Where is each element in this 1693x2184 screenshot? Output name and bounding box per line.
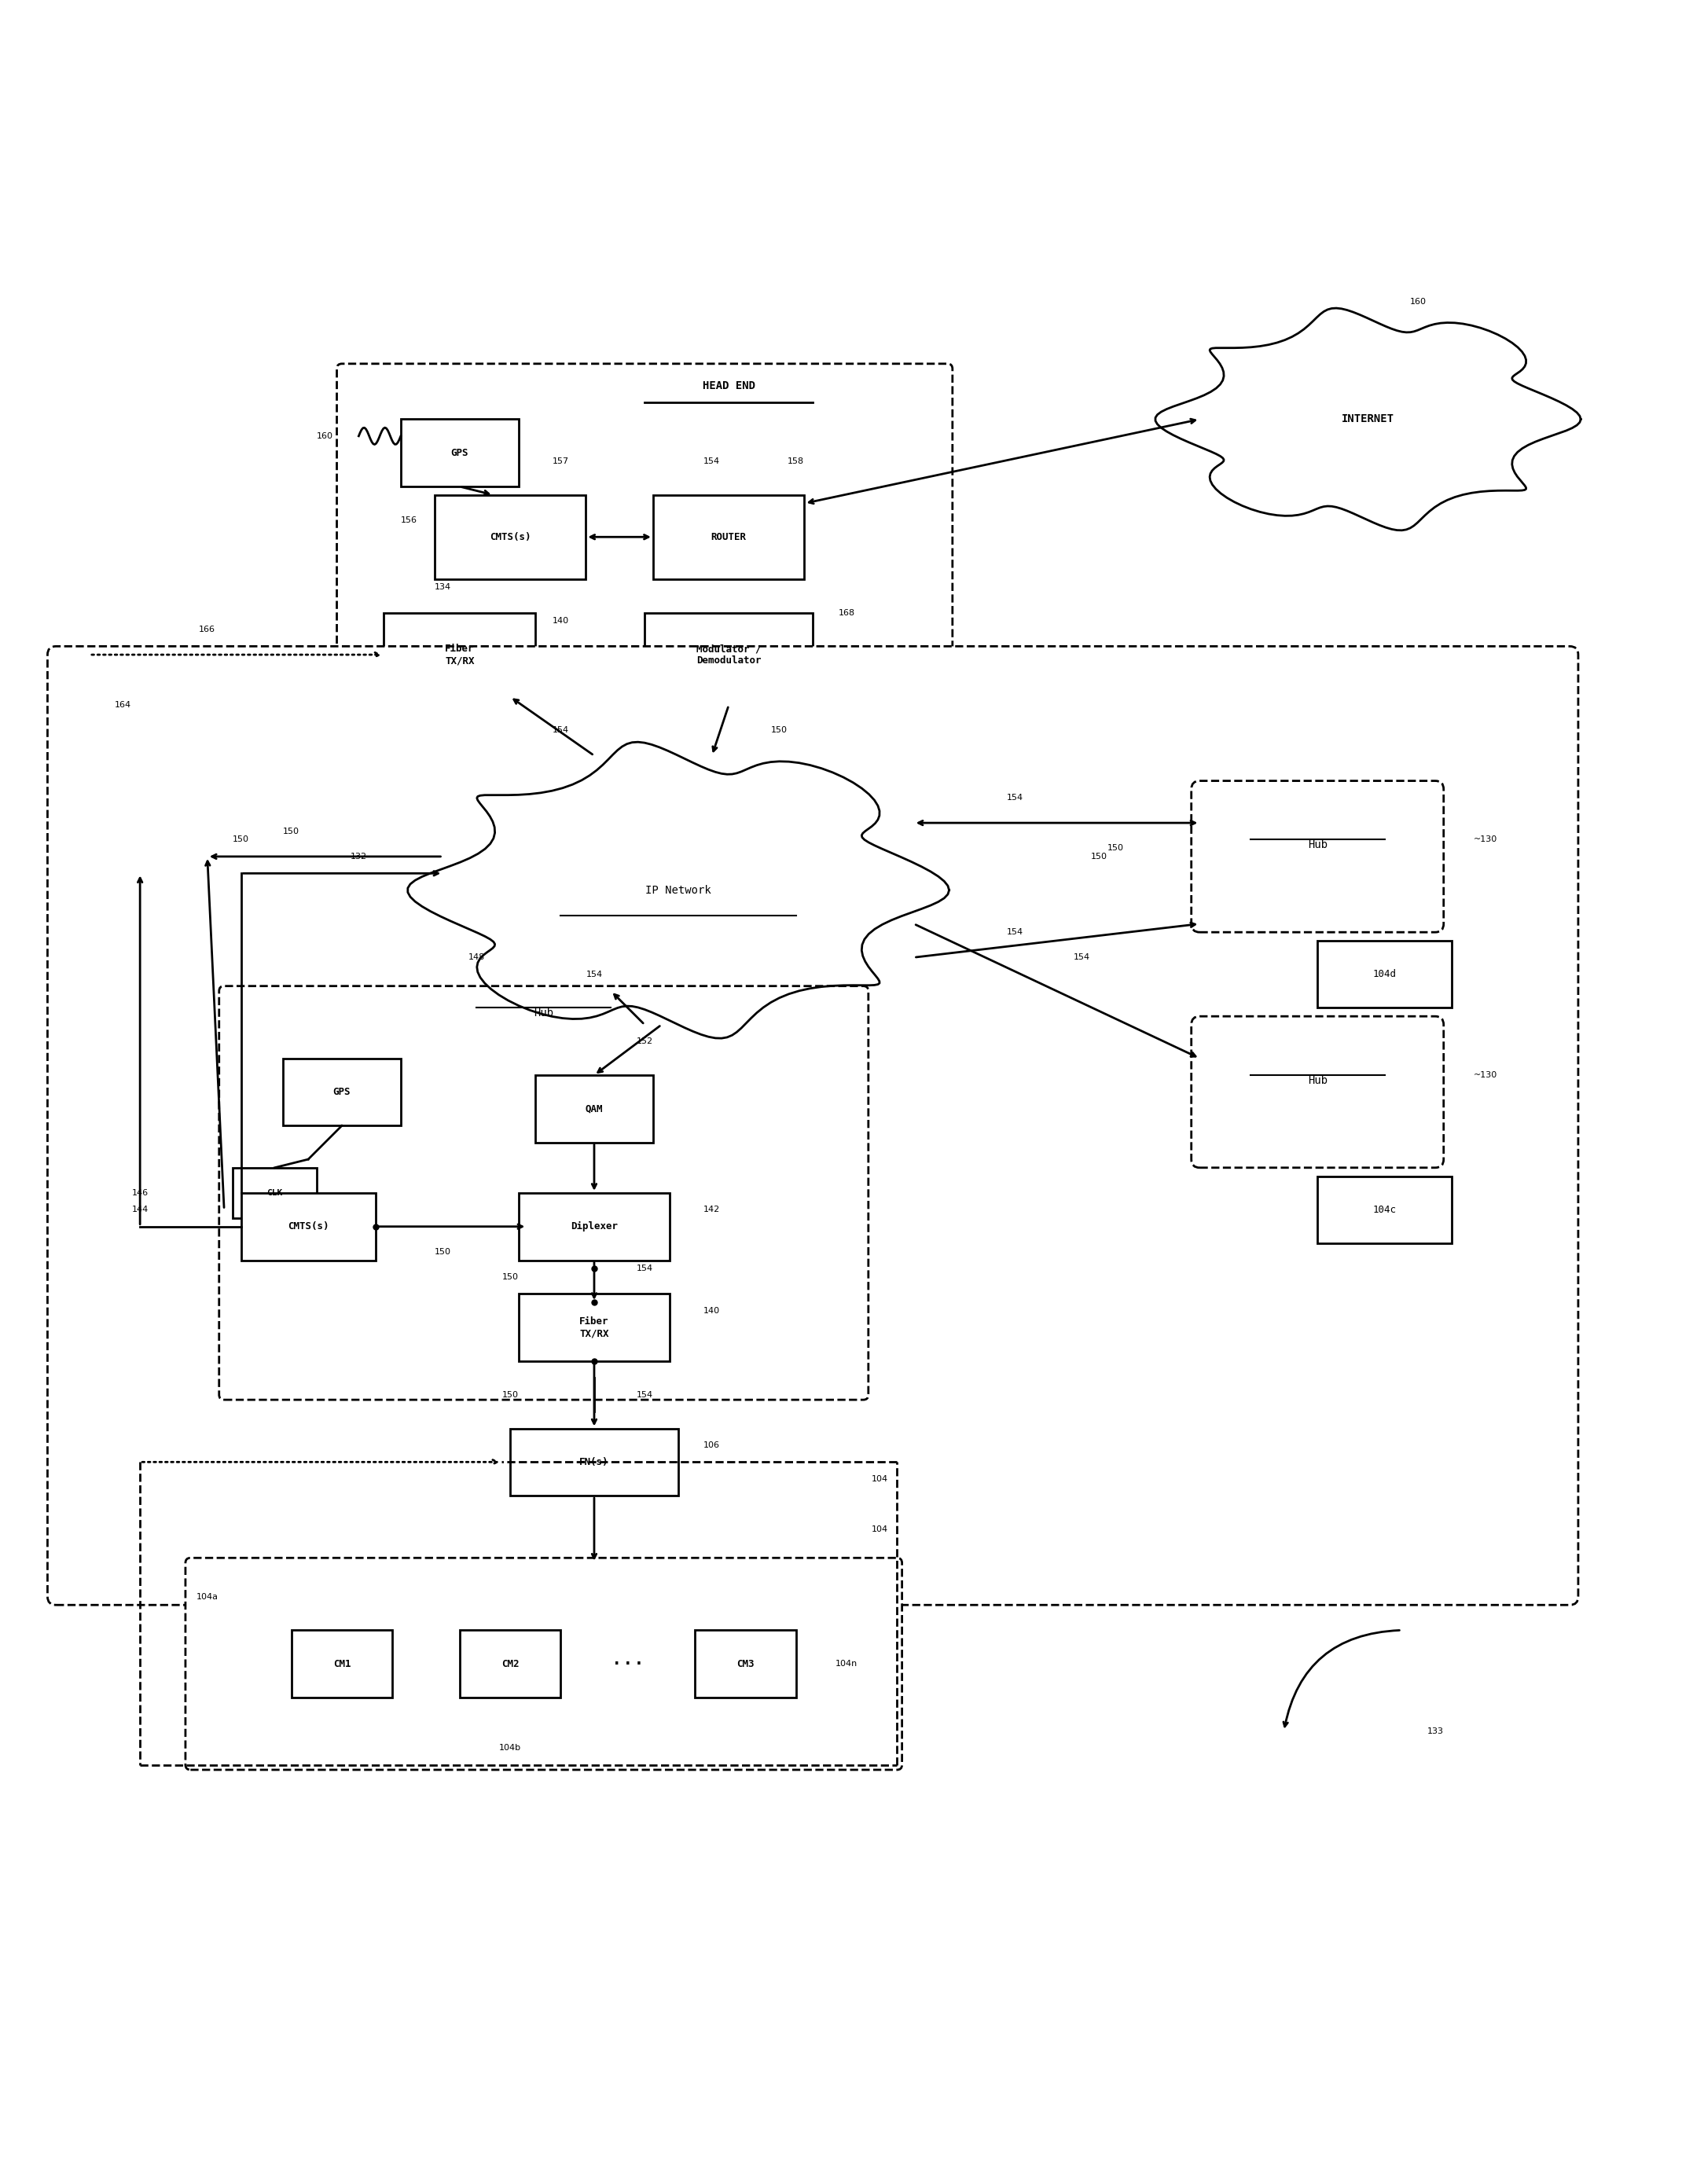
- Text: 106: 106: [704, 1441, 720, 1450]
- FancyBboxPatch shape: [1317, 941, 1453, 1007]
- Text: Hub: Hub: [1307, 839, 1327, 852]
- FancyBboxPatch shape: [384, 614, 535, 697]
- FancyBboxPatch shape: [232, 1168, 317, 1219]
- Text: Hub: Hub: [1307, 1075, 1327, 1085]
- Text: 160: 160: [1410, 297, 1427, 306]
- Text: CM2: CM2: [501, 1658, 520, 1669]
- Text: 140: 140: [704, 1306, 720, 1315]
- Text: 154: 154: [637, 1391, 653, 1398]
- Text: HEAD END: HEAD END: [703, 380, 755, 391]
- Text: INTERNET: INTERNET: [1341, 413, 1395, 424]
- Text: 150: 150: [1090, 852, 1107, 860]
- Text: 104: 104: [872, 1474, 889, 1483]
- FancyBboxPatch shape: [291, 1629, 393, 1697]
- Text: 133: 133: [1427, 1728, 1444, 1734]
- Text: 168: 168: [838, 609, 855, 616]
- Text: Diplexer: Diplexer: [571, 1221, 618, 1232]
- Text: · · ·: · · ·: [615, 1655, 642, 1671]
- FancyBboxPatch shape: [510, 1428, 679, 1496]
- FancyBboxPatch shape: [218, 985, 869, 1400]
- Text: 104c: 104c: [1373, 1206, 1397, 1214]
- Text: 154: 154: [1006, 928, 1023, 937]
- Text: 150: 150: [232, 836, 249, 843]
- Text: 150: 150: [501, 1391, 518, 1398]
- Text: 152: 152: [637, 1037, 653, 1046]
- Text: 104b: 104b: [499, 1745, 521, 1752]
- Text: 144: 144: [132, 1206, 149, 1214]
- FancyBboxPatch shape: [1192, 1016, 1444, 1168]
- Text: 154: 154: [1006, 793, 1023, 802]
- Text: ROUTER: ROUTER: [711, 533, 747, 542]
- Text: 150: 150: [770, 727, 787, 734]
- Text: CMTS(s): CMTS(s): [489, 533, 530, 542]
- Text: 150: 150: [501, 1273, 518, 1282]
- FancyBboxPatch shape: [653, 496, 804, 579]
- FancyBboxPatch shape: [240, 1192, 376, 1260]
- Text: Modulator /
Demodulator: Modulator / Demodulator: [696, 644, 762, 666]
- FancyBboxPatch shape: [435, 496, 586, 579]
- Text: 164: 164: [115, 701, 132, 710]
- Text: CM3: CM3: [736, 1658, 755, 1669]
- Text: 134: 134: [435, 583, 450, 592]
- Text: 140: 140: [552, 618, 569, 625]
- Text: 132: 132: [350, 852, 367, 860]
- FancyBboxPatch shape: [535, 1075, 653, 1142]
- FancyBboxPatch shape: [283, 1059, 401, 1125]
- FancyBboxPatch shape: [459, 1629, 560, 1697]
- Text: 166: 166: [200, 625, 215, 633]
- Text: Hub: Hub: [533, 1007, 554, 1020]
- Text: 104n: 104n: [835, 1660, 858, 1669]
- FancyBboxPatch shape: [518, 1192, 670, 1260]
- Text: 146: 146: [132, 1188, 149, 1197]
- Text: CMTS(s): CMTS(s): [288, 1221, 328, 1232]
- Text: FN(s): FN(s): [579, 1457, 609, 1468]
- Text: 142: 142: [704, 1206, 720, 1214]
- Text: 157: 157: [552, 456, 569, 465]
- Polygon shape: [1155, 308, 1581, 531]
- Polygon shape: [408, 743, 950, 1037]
- Text: 104d: 104d: [1373, 970, 1397, 978]
- FancyBboxPatch shape: [47, 646, 1578, 1605]
- Text: 104: 104: [872, 1524, 889, 1533]
- Text: ~130: ~130: [1475, 1070, 1498, 1079]
- Text: CM1: CM1: [334, 1658, 350, 1669]
- Text: 150: 150: [283, 828, 300, 834]
- Text: ~130: ~130: [1475, 836, 1498, 843]
- Text: 148: 148: [467, 954, 484, 961]
- Text: 154: 154: [586, 970, 603, 978]
- FancyBboxPatch shape: [1192, 782, 1444, 933]
- Text: 154: 154: [552, 727, 569, 734]
- Text: IP Network: IP Network: [645, 885, 711, 895]
- Text: QAM: QAM: [586, 1103, 603, 1114]
- Text: 160: 160: [317, 432, 334, 439]
- Text: 154: 154: [1073, 954, 1090, 961]
- Text: GPS: GPS: [450, 448, 469, 459]
- Text: 154: 154: [704, 456, 720, 465]
- Text: GPS: GPS: [334, 1088, 350, 1096]
- Text: 154: 154: [637, 1265, 653, 1273]
- FancyBboxPatch shape: [401, 419, 518, 487]
- FancyBboxPatch shape: [518, 1293, 670, 1361]
- Text: 150: 150: [1107, 845, 1124, 852]
- FancyBboxPatch shape: [1317, 1177, 1453, 1243]
- FancyBboxPatch shape: [186, 1557, 902, 1769]
- FancyBboxPatch shape: [696, 1629, 796, 1697]
- Text: Fiber
TX/RX: Fiber TX/RX: [579, 1317, 609, 1339]
- Text: Fiber
TX/RX: Fiber TX/RX: [445, 644, 474, 666]
- Text: 158: 158: [787, 456, 804, 465]
- FancyBboxPatch shape: [337, 365, 953, 677]
- Text: 150: 150: [435, 1247, 450, 1256]
- Text: 156: 156: [401, 515, 418, 524]
- FancyBboxPatch shape: [645, 614, 813, 697]
- Text: 104a: 104a: [196, 1592, 218, 1601]
- Text: CLK: CLK: [266, 1188, 283, 1197]
